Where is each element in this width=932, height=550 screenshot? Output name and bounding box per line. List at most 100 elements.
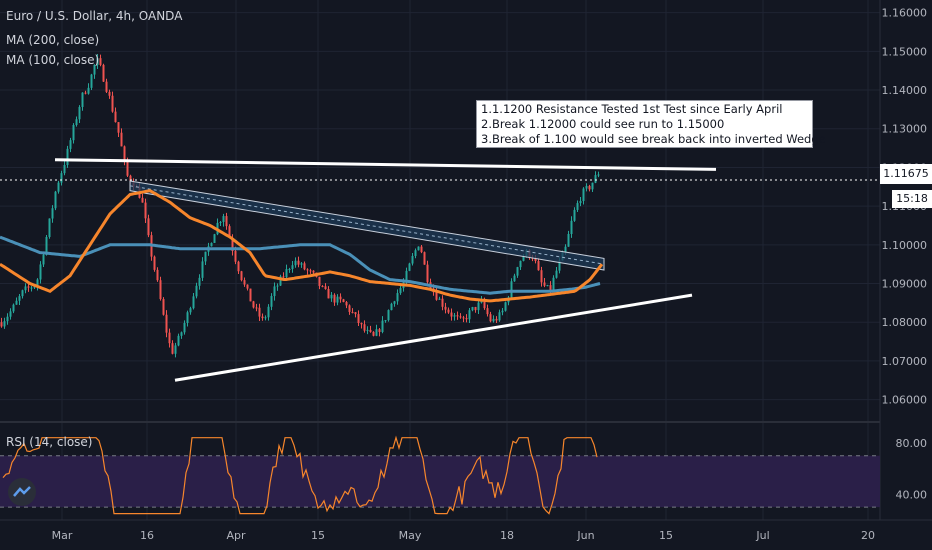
candle-body	[354, 312, 357, 315]
candle-body	[180, 332, 183, 336]
x-tick-label: 20	[861, 529, 875, 542]
candle-body	[498, 312, 501, 321]
ma100-legend[interactable]: MA (100, close)	[6, 53, 100, 67]
candle-body	[9, 311, 12, 317]
candle-body	[228, 226, 231, 238]
x-tick-label: Mar	[52, 529, 73, 542]
candle-body	[570, 220, 573, 234]
candle-body	[414, 250, 417, 256]
candle-body	[264, 317, 267, 319]
x-tick-label: 15	[659, 529, 673, 542]
candle-body	[573, 209, 576, 221]
candle-body	[327, 288, 330, 299]
candle-body	[192, 296, 195, 309]
candle-body	[441, 298, 444, 307]
candle-body	[195, 285, 198, 297]
note-line-2: 2.Break 1.12000 could see run to 1.15000	[481, 117, 725, 131]
candle-body	[492, 318, 495, 322]
candle-body	[351, 311, 354, 313]
candle-body	[174, 345, 177, 354]
candle-body	[3, 321, 6, 327]
candle-body	[426, 264, 429, 283]
candle-body	[348, 305, 351, 312]
rsi-legend[interactable]: RSI (14, close)	[6, 435, 93, 449]
candle-body	[378, 329, 381, 332]
candle-body	[114, 111, 117, 123]
candle-body	[201, 261, 204, 278]
candle-body	[345, 302, 348, 306]
candle-body	[57, 182, 60, 192]
candle-body	[585, 185, 588, 189]
candle-body	[144, 202, 147, 219]
candle-body	[495, 318, 498, 321]
candle-body	[117, 122, 120, 133]
candle-body	[189, 308, 192, 313]
candle-body	[291, 265, 294, 269]
candle-body	[222, 216, 225, 222]
candle-body	[300, 263, 303, 265]
candle-body	[435, 292, 438, 300]
candle-body	[564, 246, 567, 253]
candle-body	[537, 261, 540, 271]
current-price-badge: 1.11675	[880, 164, 932, 184]
candle-body	[318, 276, 321, 286]
note-line-1: 1.1.1200 Resistance Tested 1st Test sinc…	[481, 102, 783, 116]
candle-body	[219, 221, 222, 223]
candle-body	[15, 300, 18, 305]
candle-body	[549, 285, 552, 290]
candle-body	[63, 164, 66, 174]
candle-body	[372, 331, 375, 336]
candle-body	[438, 298, 441, 300]
y-tick-label: 1.09000	[882, 278, 928, 291]
candle-body	[333, 294, 336, 303]
candle-body	[72, 125, 75, 141]
rsi-series	[2, 435, 598, 515]
rsi-tick-label: 80.00	[896, 437, 928, 450]
candle-body	[186, 312, 189, 323]
candle-body	[261, 316, 264, 319]
candle-body	[90, 74, 93, 88]
candle-body	[102, 64, 105, 82]
chart-title[interactable]: Euro / U.S. Dollar, 4h, OANDA	[6, 9, 183, 23]
candle-body	[501, 310, 504, 313]
ma200-legend[interactable]: MA (200, close)	[6, 33, 100, 47]
candle-body	[366, 329, 369, 331]
candle-body	[522, 256, 525, 261]
y-tick-label: 1.14000	[882, 84, 928, 97]
candle-body	[546, 285, 549, 287]
candle-body	[171, 343, 174, 354]
candle-body	[168, 332, 171, 344]
candle-body	[465, 318, 468, 320]
trendlines[interactable]	[0, 158, 880, 382]
trendline-support	[174, 293, 693, 382]
candle-body	[417, 246, 420, 251]
x-tick-label: 18	[500, 529, 514, 542]
candle-body	[147, 218, 150, 236]
candle-body	[108, 91, 111, 96]
candle-body	[249, 288, 252, 302]
candle-body	[384, 320, 387, 322]
candle-body	[246, 284, 249, 289]
candle-body	[486, 308, 489, 315]
candle-body	[273, 286, 276, 297]
candle-body	[183, 322, 186, 333]
candle-body	[51, 208, 54, 219]
y-tick-label: 1.08000	[882, 316, 928, 329]
candle-body	[306, 269, 309, 271]
candle-body	[120, 132, 123, 147]
candle-body	[156, 269, 159, 281]
tradingview-logo-icon[interactable]	[8, 478, 36, 506]
candle-body	[285, 269, 288, 278]
annotation-note[interactable]: 1.1.1200 Resistance Tested 1st Test sinc…	[476, 100, 826, 148]
candle-body	[456, 315, 459, 317]
y-tick-label: 1.07000	[882, 355, 928, 368]
candle-body	[54, 191, 57, 209]
candle-body	[252, 301, 255, 308]
candle-body	[312, 270, 315, 273]
candle-body	[471, 307, 474, 311]
candle-body	[408, 263, 411, 271]
candle-body	[84, 92, 87, 94]
candle-body	[555, 270, 558, 278]
candle-body	[453, 315, 456, 317]
